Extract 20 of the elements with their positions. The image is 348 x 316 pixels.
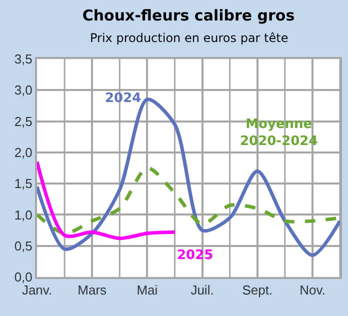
y-tick-label: 2,0 [14, 144, 32, 160]
chart-title: Choux-fleurs calibre gros [82, 6, 295, 24]
series-label: 2025 [177, 248, 214, 263]
chart-subtitle: Prix production en euros par tête [90, 31, 288, 45]
x-tick-label: Mai [136, 282, 158, 298]
y-tick-label: 3,0 [14, 82, 32, 98]
series-label: 2024 [105, 91, 142, 106]
y-tick-label: 1,0 [14, 207, 32, 222]
x-tick-label: Nov. [300, 282, 326, 298]
y-tick-label: 1,5 [14, 176, 32, 192]
x-tick-label: Janv. [22, 282, 52, 298]
x-tick-label: Sept. [242, 282, 273, 298]
x-tick-label: Mars [78, 282, 108, 298]
y-tick-label: 0,5 [14, 238, 32, 254]
y-tick-label: 2,5 [14, 114, 32, 129]
line-series [37, 160, 176, 240]
y-tick-label: 0,0 [14, 270, 32, 285]
y-tick-label: 3,5 [14, 52, 32, 67]
text: Moyenne 2020-2024 [240, 117, 318, 149]
x-tick-label: Juil. [190, 282, 214, 298]
